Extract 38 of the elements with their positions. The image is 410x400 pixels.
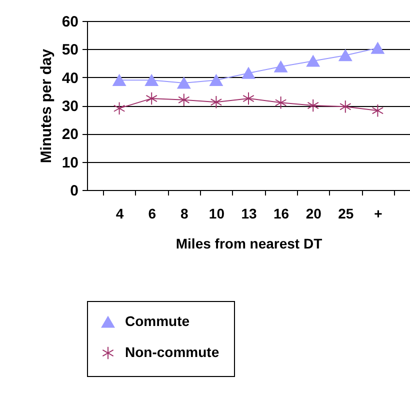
- x-tick-label: 20: [306, 206, 322, 222]
- x-tick-label: 8: [180, 206, 188, 222]
- point: [274, 60, 288, 72]
- point: [144, 74, 158, 86]
- x-tick-label: +: [374, 206, 382, 222]
- point: [210, 95, 222, 109]
- y-tick-label: 10: [62, 154, 78, 172]
- point: [371, 42, 384, 54]
- x-tick-label: 13: [241, 206, 257, 222]
- point: [306, 55, 320, 67]
- point: [113, 102, 126, 115]
- point: [340, 100, 352, 114]
- x-tick-label: 4: [116, 206, 124, 222]
- y-tick-label: 50: [62, 42, 78, 59]
- legend-label: Non-commute: [125, 344, 220, 360]
- point: [177, 77, 191, 89]
- legend-label: Commute: [125, 313, 190, 329]
- x-tick-label: 10: [208, 206, 225, 222]
- point: [242, 92, 254, 106]
- point: [242, 67, 256, 79]
- point: [178, 93, 190, 106]
- point: [307, 98, 319, 112]
- x-tick-label: 25: [338, 206, 354, 222]
- x-tick-label: 6: [148, 206, 156, 222]
- y-tick-label: 40: [62, 70, 78, 87]
- x-tick-label: 16: [274, 206, 290, 222]
- point: [372, 104, 384, 118]
- x-axis-title: Miles from nearest DT: [176, 236, 323, 252]
- point: [338, 50, 352, 62]
- point: [210, 74, 223, 86]
- y-tick-label: 20: [62, 126, 78, 144]
- y-tick-label: 30: [62, 98, 78, 115]
- point: [274, 96, 287, 110]
- y-tick-label: 0: [70, 182, 78, 200]
- point: [112, 74, 126, 86]
- y-axis-title: Minutes per day: [38, 48, 55, 164]
- point: [146, 92, 158, 106]
- y-tick-label: 60: [62, 14, 78, 30]
